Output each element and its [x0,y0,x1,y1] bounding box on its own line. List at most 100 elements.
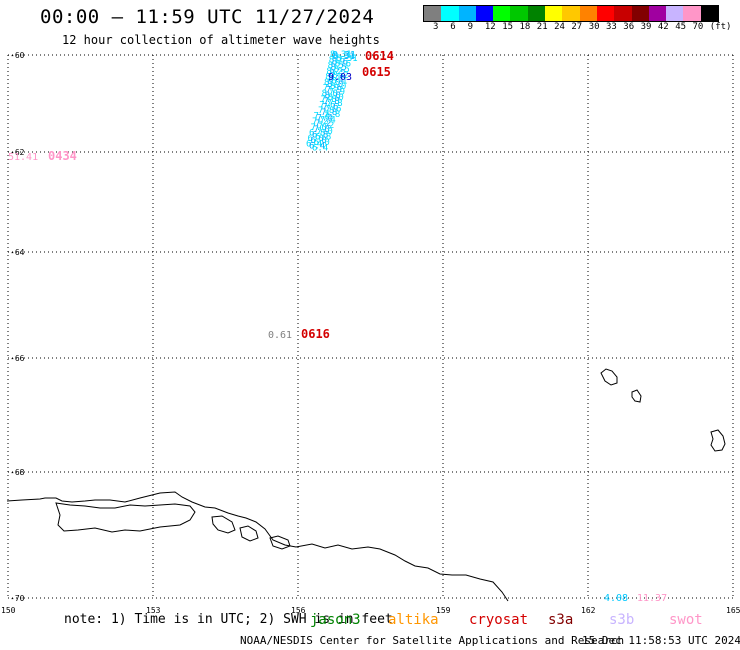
legend-swatch [545,6,563,21]
coastline [6,368,726,602]
track-value: 8.31 [333,52,355,62]
legend-tick: 36 [623,22,635,32]
satellite-label-altika: altika [388,612,439,628]
track-value: 8.6 [335,60,351,70]
track-value: 7.6 [319,100,335,110]
legend-tick: 27 [571,22,583,32]
track-value: 8.0 [327,80,343,90]
legend-tick: 39 [640,22,652,32]
wave-height-value: 4.08 [604,593,628,604]
wave-height-value: 51.41 [8,152,38,163]
track-value: 8.2 [329,69,345,79]
track-value: 8.0 [330,82,346,92]
wave-height-value: 11.37 [637,593,667,604]
track-value: 6.4 [306,140,322,150]
legend-tick: 24 [554,22,565,32]
track-value: 7.8 [318,106,334,116]
color-scale-legend [423,5,720,22]
legend-swatch [475,6,494,21]
satellite-label-swot: swot [669,612,703,628]
track-value: 6.0 [308,134,324,144]
track-value: 8.6 [332,58,348,68]
lon-label: 156 [291,606,306,615]
antarctic-coastline [6,491,509,602]
track-value: 7.8 [326,99,342,109]
satellite-label-cryosat: cryosat [469,612,529,628]
obs-time: 0434 [48,149,77,163]
legend-swatch [579,6,597,21]
lat-label: -64 [10,248,25,257]
track-value: 6.8 [312,130,328,140]
track-value: 7.4 [320,116,336,126]
legend-swatch [527,6,546,21]
island-balleny [631,389,642,403]
wave-height-value: 9.03 [328,72,352,83]
coastal-island [269,535,291,550]
axis-labels: -60 -62 -64 -66 -68 -70 150 153 156 159 162 165 [1,51,740,615]
wave-height-value: 8.31 [332,50,356,61]
track-value: 7.4 [314,112,330,122]
legend-tick: 9 [467,22,474,32]
legend-swatch [614,6,632,21]
track-value: 7.9 [329,88,345,98]
timestamp-text: 15 Dec 11:58:53 UTC 2024 [582,634,740,647]
obs-time: 0616 [301,327,330,341]
track-value: 8.1 [331,76,347,86]
lat-label: -70 [10,594,25,603]
wave-height-value: 0.61 [268,330,292,341]
track-value: 8.2 [326,67,342,77]
track-value: 8.0 [324,78,340,88]
track-value: 8.0 [322,89,338,99]
legend-swatch [510,6,528,21]
track-value: 7.9 [323,84,339,94]
legend-tick: 6 [450,22,456,32]
track-value: 7.2 [312,117,328,127]
legend-tick: 45 [675,22,687,32]
track-value: 8.31 [330,50,352,60]
track-value: 7.0 [317,127,333,137]
legend-swatch [424,6,442,21]
coastal-island [211,515,236,534]
track-value: 6.0 [311,136,327,146]
legend-swatch [441,6,459,21]
obs-time: 0614 [365,49,394,63]
legend-tick: 33 [606,22,617,32]
map-title: 00:00 — 11:59 UTC 11/27/2024 [40,6,375,28]
altimeter-track: 8.318.318.318.68.68.68.58.58.58.28.28.28… [306,50,358,154]
footer-note: note: 1) Time is in UTC; 2) SWH is in fe… [64,612,393,627]
track-value: 7.8 [321,108,337,118]
track-value: 6.8 [315,132,331,142]
legend-tick: 30 [588,22,600,32]
lon-label: 150 [1,606,16,615]
track-value: 7.6 [322,102,338,112]
lat-label: -68 [10,468,25,477]
lon-label: 159 [436,606,451,615]
lon-label: 162 [581,606,596,615]
island-balleny [710,429,726,452]
track-value: 6.4 [309,142,325,152]
track-value: 8.0 [325,91,341,101]
observation-labels: 8.31 0614 9.03 0615 51.41 0434 0.61 0616 4.08 11.… [8,49,667,604]
lon-label: 165 [726,606,740,615]
legend-tick: 42 [657,22,669,32]
track-value: 8.5 [331,63,347,73]
legend-swatch [596,6,615,21]
legend-tick: (ft) [709,22,732,32]
legend-swatch [683,6,701,21]
legend-tick: 12 [484,22,496,32]
legend-swatch [666,6,684,21]
track-value: 8.6 [329,56,345,66]
track-value: 7.6 [325,104,341,114]
legend-swatch [631,6,649,21]
satellite-label-s3b: s3b [609,612,635,628]
track-value: 8.31 [336,54,358,64]
lon-label: 153 [146,606,161,615]
legend-swatch [458,6,476,21]
legend-swatch [648,6,667,21]
track-value: 6.4 [312,144,328,154]
satellite-label-s3a: s3a [548,612,574,628]
legend-swatch [562,6,580,21]
legend-tick: 21 [536,22,548,32]
island-balleny [600,368,618,386]
